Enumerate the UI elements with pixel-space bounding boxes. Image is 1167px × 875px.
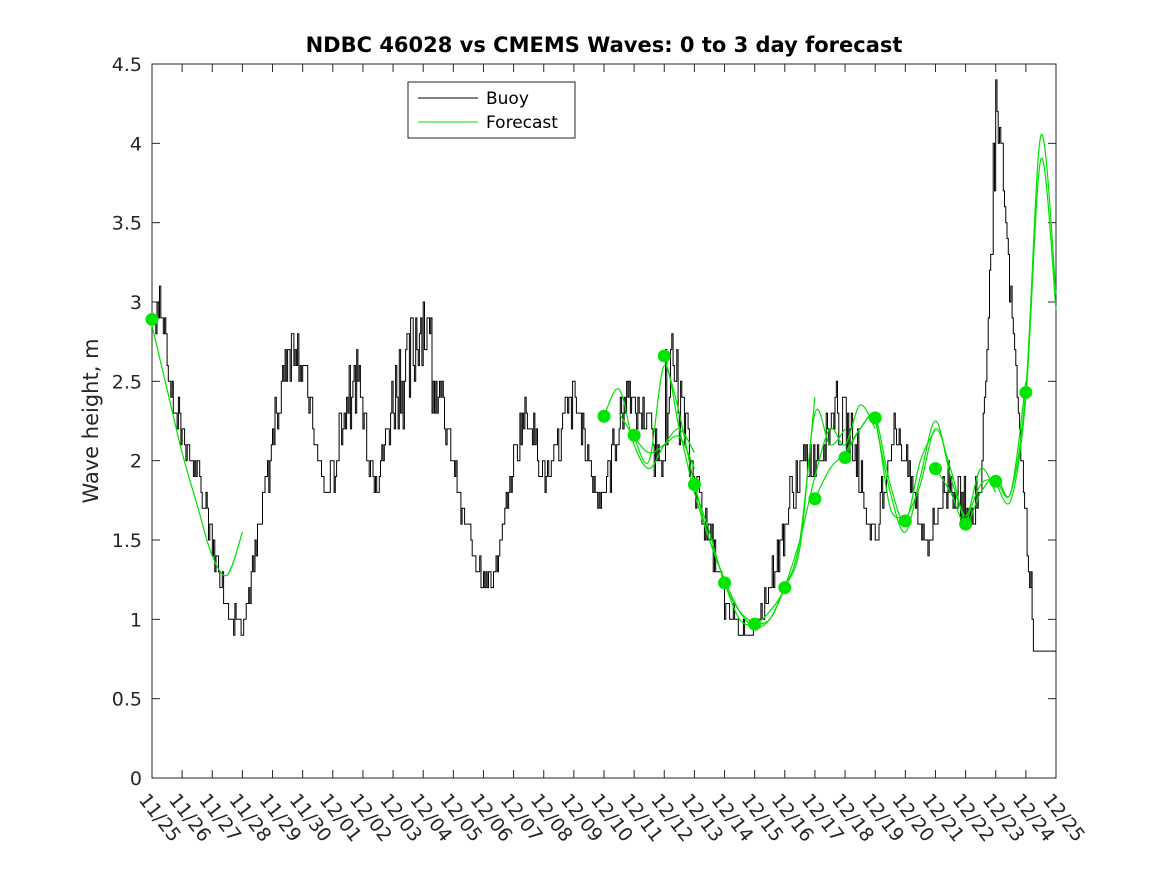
y-tick-label: 0 [130, 768, 142, 790]
forecast-line [151, 325, 243, 577]
chart-title: NDBC 46028 vs CMEMS Waves: 0 to 3 day fo… [306, 33, 903, 57]
forecast-start-marker [718, 576, 732, 590]
y-tick-label: 4 [130, 133, 142, 155]
y-tick-label: 1.5 [112, 530, 142, 552]
legend: Buoy Forecast [407, 81, 576, 139]
forecast-start-marker [145, 312, 159, 326]
forecast-start-marker [687, 477, 701, 491]
legend-forecast-label: Forecast [486, 113, 558, 133]
x-axis-ticks: 11/2511/2611/2711/2811/2911/3012/0112/02… [134, 64, 1089, 846]
legend-buoy-label: Buoy [486, 89, 529, 109]
forecast-start-marker [838, 450, 852, 464]
y-tick-label: 2.5 [112, 371, 142, 393]
buoy-line [152, 79, 1056, 652]
forecast-start-marker [989, 474, 1003, 488]
legend-box [407, 81, 576, 139]
y-axis-label: Wave height, m [79, 338, 103, 503]
forecast-start-marker [597, 409, 611, 423]
y-tick-label: 2 [130, 451, 142, 473]
forecast-start-marker [928, 462, 942, 476]
forecast-line [844, 414, 937, 522]
forecast-start-marker [1019, 385, 1033, 399]
y-tick-label: 3.5 [112, 213, 142, 235]
y-tick-label: 3 [130, 292, 142, 314]
y-tick-label: 1 [130, 609, 142, 631]
forecast-start-marker [959, 517, 973, 531]
forecast-line [965, 133, 1057, 525]
forecast-start-marker [627, 428, 641, 442]
forecast-line [723, 397, 816, 626]
forecast-start-marker [748, 617, 762, 631]
forecast-start-marker [868, 411, 882, 425]
forecast-line [784, 404, 876, 588]
y-axis-ticks: 0 0.5 1 1.5 2 2.5 3 3.5 4 4.5 [112, 54, 1056, 790]
forecast-start-marker [808, 492, 822, 506]
forecast-start-marker [657, 349, 671, 363]
y-tick-label: 0.5 [112, 689, 142, 711]
forecast-markers [145, 312, 1033, 631]
forecast-line [995, 157, 1057, 505]
y-tick-label: 4.5 [112, 54, 142, 76]
forecast-series [151, 133, 1057, 629]
forecast-line [874, 417, 967, 533]
forecast-start-marker [898, 514, 912, 528]
forecast-start-marker [778, 581, 792, 595]
forecast-line [904, 428, 997, 522]
buoy-series [152, 79, 1056, 652]
